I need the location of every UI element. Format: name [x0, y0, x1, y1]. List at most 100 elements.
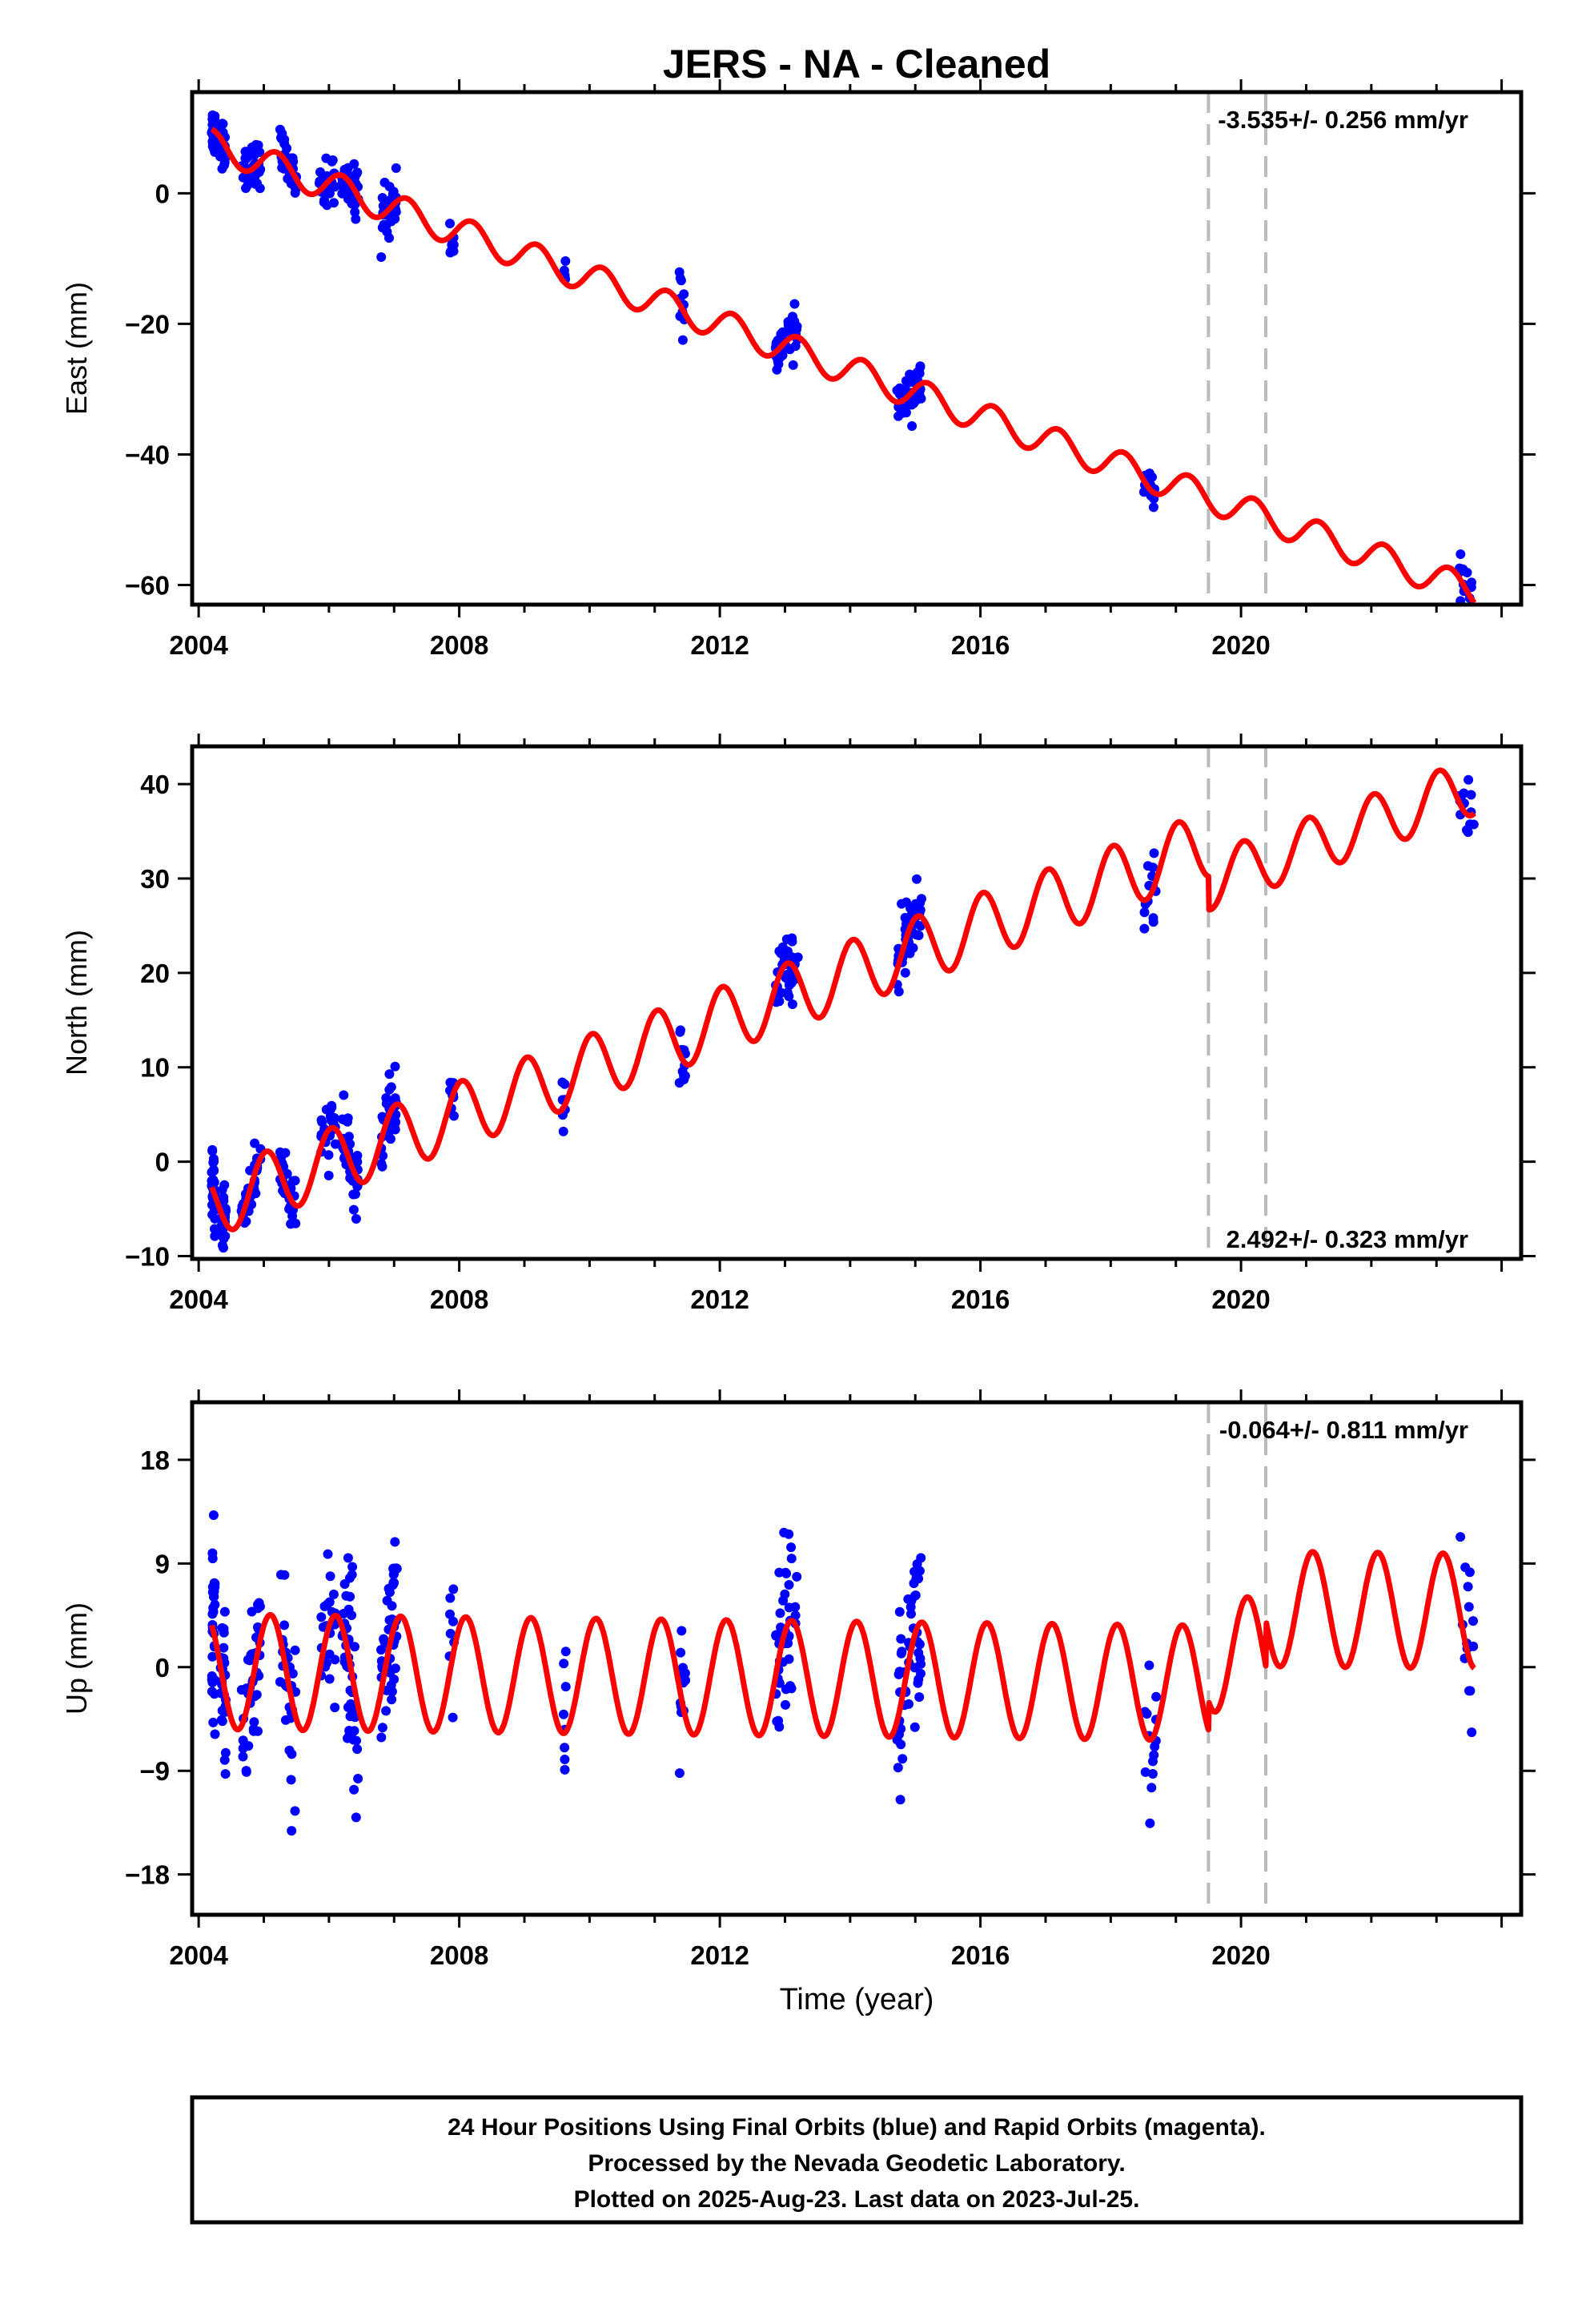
data-point [786, 1554, 797, 1564]
data-point [1456, 596, 1466, 605]
data-point [448, 1616, 458, 1626]
data-point [238, 1735, 248, 1746]
data-point [376, 1732, 387, 1743]
y-tick-label: −10 [125, 1241, 170, 1271]
data-point [376, 1645, 386, 1655]
data-point [220, 1769, 231, 1779]
data-point [1467, 1727, 1477, 1738]
data-point [376, 1159, 387, 1169]
data-point [449, 1111, 459, 1121]
x-tick-label: 2012 [690, 630, 749, 660]
data-point [207, 1675, 217, 1685]
velocity-rate-label: -0.064+/- 0.811 mm/yr [1219, 1416, 1468, 1444]
y-tick-label: 0 [155, 1148, 170, 1177]
data-point [900, 967, 910, 978]
data-point [323, 1170, 334, 1180]
y-axis-label: Up (mm) [60, 1602, 93, 1715]
data-point [909, 1722, 920, 1732]
data-point [207, 1609, 218, 1619]
data-point [236, 1685, 247, 1695]
data-point [777, 350, 788, 360]
data-point [784, 1580, 794, 1590]
data-point [1139, 923, 1150, 934]
data-point [341, 1590, 351, 1601]
y-tick-label: 30 [140, 864, 170, 894]
data-point [915, 1653, 926, 1663]
data-point [445, 1628, 456, 1638]
data-point [781, 1567, 791, 1578]
data-point [913, 931, 924, 940]
y-tick-label: −9 [139, 1756, 170, 1786]
data-point [899, 403, 909, 413]
data-point [1456, 1532, 1466, 1542]
x-tick-label: 2016 [951, 1285, 1010, 1314]
data-point [793, 952, 803, 963]
data-point [560, 256, 571, 266]
y-tick-label: 18 [140, 1445, 170, 1475]
data-point [906, 1609, 916, 1619]
data-point [784, 1654, 794, 1664]
data-point [1464, 1602, 1474, 1612]
data-point [216, 1715, 227, 1725]
data-point [910, 902, 921, 912]
data-point [897, 899, 907, 909]
plot-frame [190, 744, 1524, 1261]
x-tick-label: 2016 [951, 1940, 1010, 1970]
data-point [387, 1695, 397, 1705]
velocity-rate-label: 2.492+/- 0.323 mm/yr [1227, 1225, 1468, 1253]
data-point [677, 335, 688, 345]
data-point [560, 1079, 570, 1089]
data-point [1460, 609, 1469, 619]
data-point [351, 1735, 361, 1746]
data-point [250, 1138, 260, 1148]
data-point [915, 361, 926, 372]
data-point [1149, 848, 1159, 858]
x-tick-label: 2004 [169, 1940, 228, 1970]
data-point [276, 134, 287, 144]
data-point [676, 1647, 686, 1658]
data-point [912, 874, 921, 884]
data-point [208, 1510, 219, 1520]
data-point [1147, 1769, 1158, 1779]
data-point [560, 1743, 570, 1753]
data-point [776, 987, 786, 998]
data-point [905, 1602, 916, 1612]
data-point [219, 1755, 230, 1765]
data-point [324, 1649, 335, 1659]
data-point [391, 163, 401, 173]
plot-frame [190, 1400, 1524, 1917]
data-point [390, 1537, 400, 1547]
x-tick-label: 2020 [1211, 1285, 1270, 1314]
data-point [217, 1622, 227, 1633]
data-point [339, 1609, 349, 1618]
data-point [353, 1774, 363, 1783]
data-point [1145, 1818, 1155, 1828]
caption-line-3: Plotted on 2025-Aug-23. Last data on 202… [574, 2186, 1140, 2213]
data-point [560, 1682, 571, 1692]
data-point [445, 1593, 456, 1603]
data-point [351, 1812, 361, 1823]
data-point [329, 1113, 339, 1123]
data-point [351, 214, 361, 224]
data-point [339, 164, 350, 175]
y-tick-label: 20 [140, 959, 170, 988]
data-point [790, 1610, 801, 1621]
data-point [210, 1578, 220, 1589]
data-point [789, 299, 800, 309]
data-point [327, 155, 338, 165]
up-panel: 2004 2008 2012 2016 2020 −18 −9 0 9 18 Up (mm) -0.0… [60, 1389, 1536, 1970]
data-point [1147, 472, 1157, 482]
data-point [914, 1692, 925, 1703]
data-point [350, 207, 360, 217]
data-point [787, 999, 797, 1009]
data-point [892, 385, 902, 396]
data-point [384, 233, 394, 243]
data-point [345, 1700, 355, 1711]
data-point [240, 147, 251, 157]
data-point [330, 1703, 340, 1713]
data-point [352, 1744, 363, 1755]
data-point [907, 421, 917, 431]
data-point [284, 1745, 295, 1755]
model-fit-line [209, 1549, 1477, 1743]
